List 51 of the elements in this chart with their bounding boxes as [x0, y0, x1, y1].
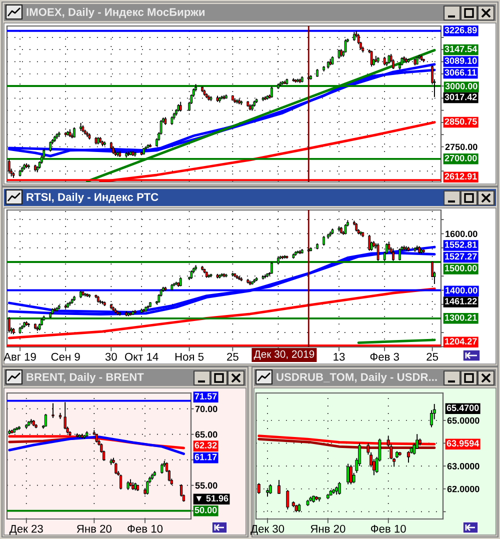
data-label: 63.9594: [446, 440, 480, 447]
data-label: 1552.81: [445, 241, 477, 248]
x-tick-label: Фев 10: [370, 524, 406, 533]
text: ▼ 51.96: [196, 495, 228, 502]
y-tick-label: 3000.00: [445, 82, 478, 90]
text: 3017.42: [444, 94, 477, 100]
data-label: 1527.27: [445, 253, 477, 260]
data-label: 62.32: [194, 442, 217, 448]
x-tick-label: Окт 14: [124, 352, 158, 361]
chart-title: RTSI, Daily - Индекс РТС: [26, 192, 158, 204]
y-tick-label: 63.0000: [447, 463, 480, 470]
x-tick-label: 13: [334, 352, 345, 361]
y-tick-label: 65.00: [195, 431, 218, 438]
ref-line-label: 2612.91: [444, 173, 477, 180]
ref-line-label: 1500.00: [445, 264, 477, 272]
y-tick-label: 70.00: [195, 406, 218, 412]
x-tick-label: Сен 9: [51, 352, 80, 361]
y-tick-label: 1600.00: [446, 230, 478, 238]
text: 1461.22: [445, 298, 477, 304]
y-tick-label: 2750.00: [445, 144, 478, 150]
x-tick-label: Авг 19: [4, 352, 36, 361]
data-label: 3089.10: [444, 58, 477, 64]
x-tick-label: Фев 10: [128, 524, 163, 533]
x-tick-label: 25: [227, 352, 238, 361]
ref-line-label: 71.57: [194, 393, 217, 400]
chart-title: USDRUB_TOM, Daily - USDR...: [276, 372, 437, 384]
x-tick-label: 25: [426, 352, 438, 361]
data-label: 61.17: [194, 454, 217, 460]
ref-line-label: 1204.27: [445, 338, 477, 345]
ref-line-label: 1300.21: [445, 314, 477, 321]
ref-line-label: 50.00: [194, 506, 217, 514]
chart-title: BRENT, Daily - BRENT: [26, 372, 144, 384]
ref-line-label: 3226.89: [444, 26, 477, 34]
x-tick-label: Дек 23: [9, 524, 43, 535]
x-tick-label: Ноя 5: [175, 352, 204, 361]
x-tick-label: 30: [105, 352, 117, 361]
y-tick-label: 55.00: [195, 482, 218, 489]
data-label: 3066.11: [444, 69, 476, 76]
y-tick-label: 1400.00: [446, 287, 478, 294]
text: 65.4700: [446, 404, 479, 412]
y-tick-label: 65.0000: [447, 417, 480, 424]
data-label: 2850.75: [444, 118, 477, 125]
ref-line-label: Дек 30, 2019: [254, 350, 314, 360]
x-tick-label: Фев 3: [370, 352, 399, 361]
y-tick-label: 62.0000: [447, 486, 480, 492]
x-tick-label: Дек 30: [250, 524, 284, 535]
x-tick-label: Янв 20: [310, 524, 346, 533]
chart-title: IMOEX, Daily - Индекс МосБиржи: [26, 8, 204, 18]
x-tick-label: Янв 20: [76, 524, 112, 533]
data-label: 3147.54: [444, 46, 478, 52]
ref-line-label: 2700.00: [444, 154, 477, 162]
